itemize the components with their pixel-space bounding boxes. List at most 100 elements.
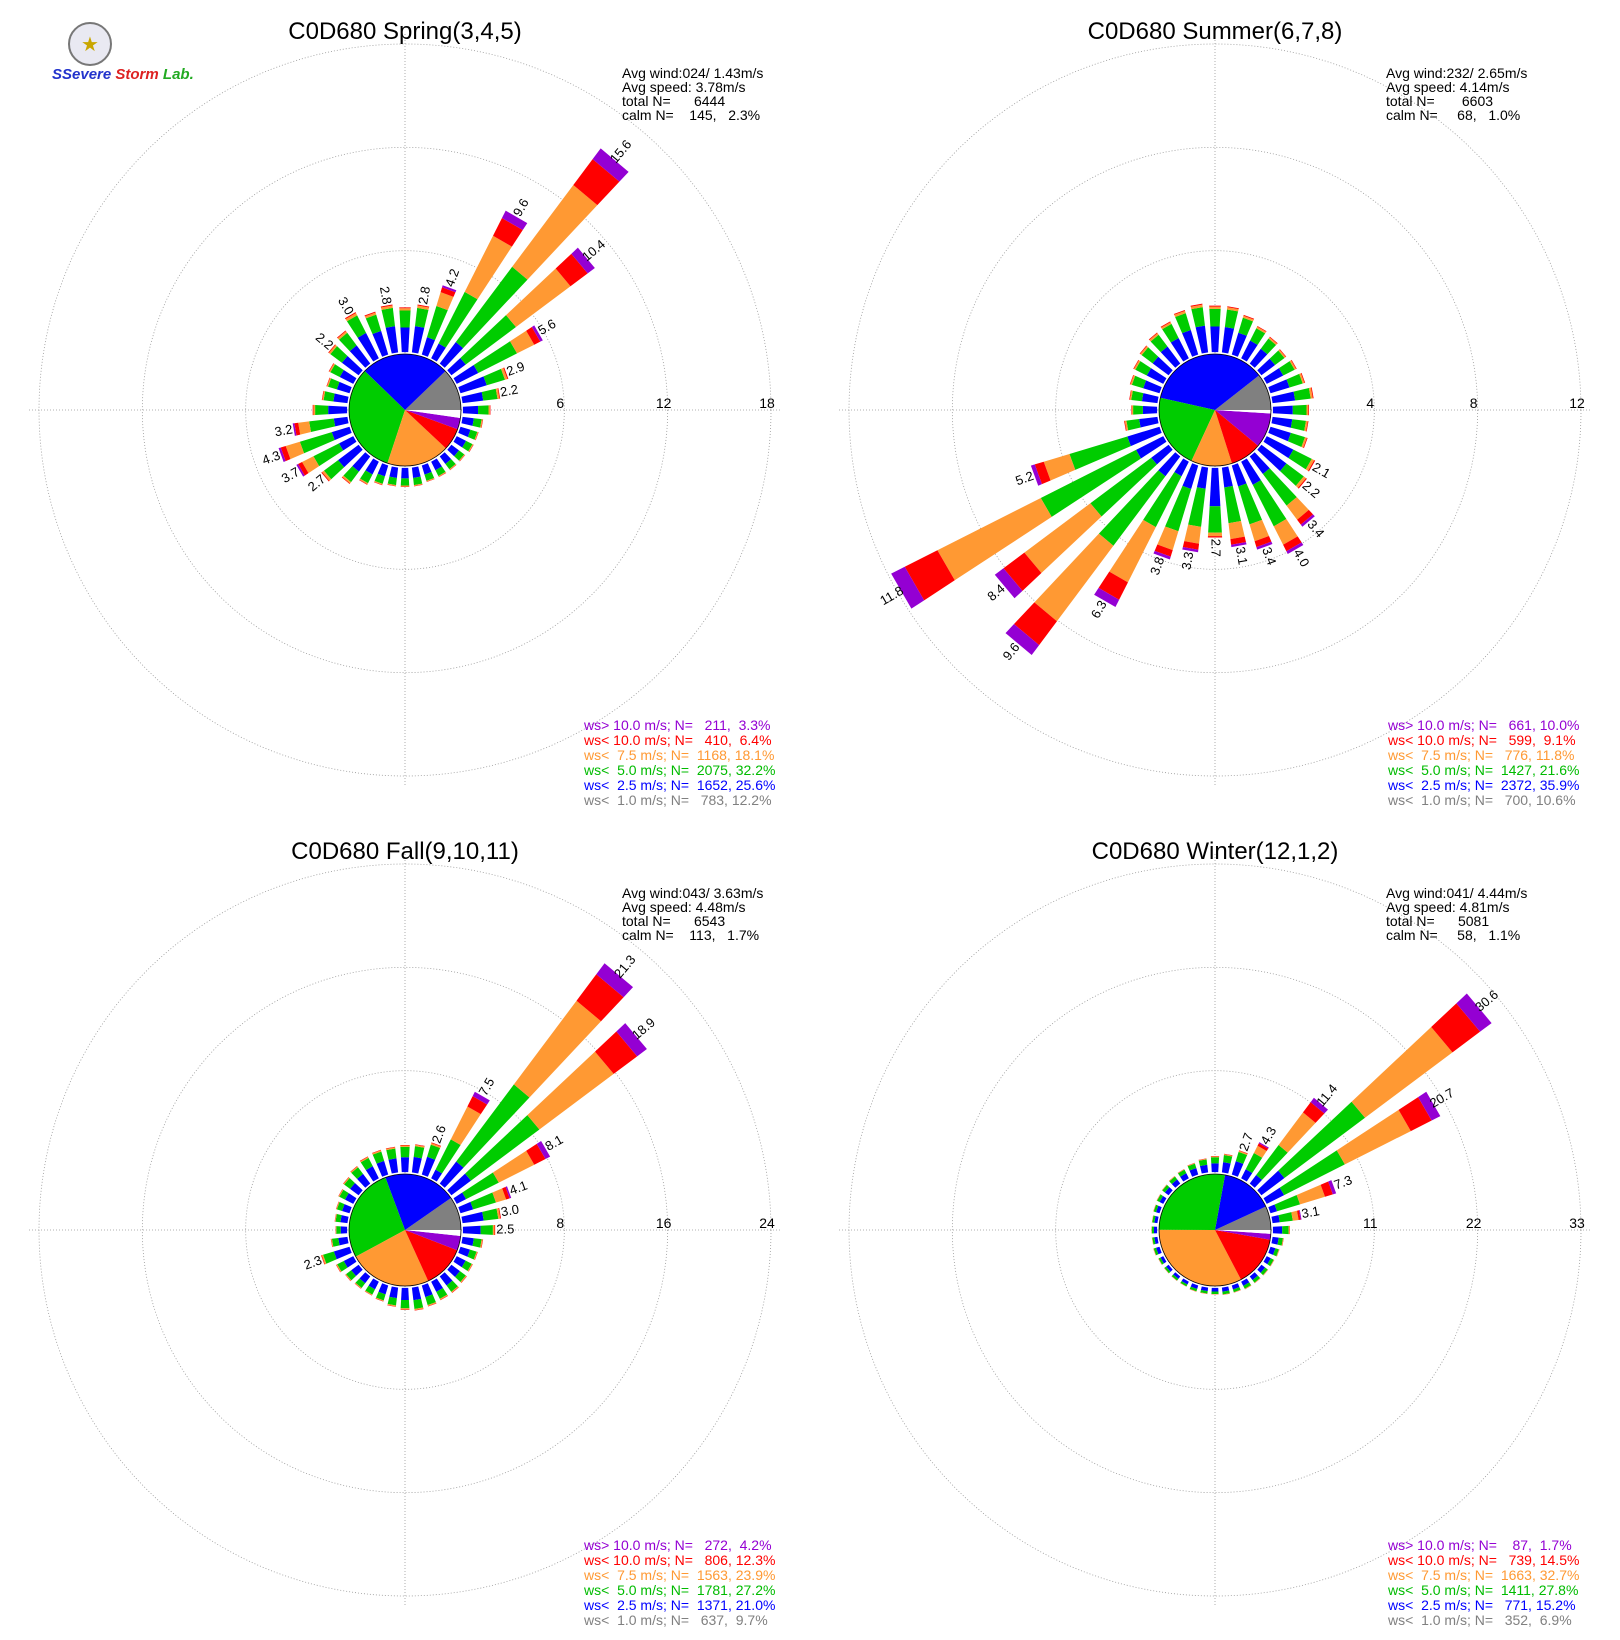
spoke-segment (387, 1304, 396, 1307)
spoke-segment (1241, 458, 1261, 485)
windrose-plot: 4 8 122.12.23.44.03.43.12.73.33.86.39.68.4… (839, 34, 1591, 786)
spoke-segment (1398, 1097, 1432, 1132)
spoke-segment (1226, 307, 1239, 312)
grid-ring (951, 146, 1479, 674)
spoke-segment (474, 431, 479, 441)
spoke-segment (1188, 487, 1206, 527)
spoke-segment (472, 1238, 482, 1248)
spoke-segment (1200, 1289, 1208, 1294)
spoke-segment (1288, 1225, 1290, 1235)
avg-wind: Avg wind:041/ 4.44m/s (1386, 885, 1528, 901)
spoke-segment (1210, 1156, 1220, 1158)
spoke-segment (1198, 1159, 1208, 1166)
spoke-segment (467, 1263, 473, 1272)
spoke-segment (343, 1256, 357, 1268)
stats-box: Avg wind:043/ 3.63m/s Avg speed: 4.48m/s… (622, 886, 763, 942)
spoke-segment (1257, 358, 1276, 376)
spoke-segment (436, 292, 454, 311)
spoke-segment (1151, 1215, 1154, 1223)
spoke-segment (436, 1288, 448, 1299)
spoke-segment (298, 421, 311, 435)
spoke-segment (1164, 1268, 1169, 1274)
spoke-segment (1297, 509, 1314, 525)
spoke-segment (1189, 1168, 1199, 1177)
spoke-segment (1199, 1164, 1209, 1174)
spoke-segment (1040, 449, 1141, 517)
spoke-segment (326, 377, 332, 387)
spoke-segment (461, 391, 484, 404)
spoke-segment (1273, 519, 1298, 545)
chart-title: C0D680 Summer(6,7,8) (1087, 18, 1343, 45)
spoke-segment (1231, 1161, 1244, 1177)
pie-outline (348, 1173, 462, 1287)
spoke-segment (1291, 1210, 1299, 1221)
spoke-segment (1034, 533, 1114, 622)
spoke-segment (431, 343, 446, 362)
chart-title: C0D680 Winter(12,1,2) (1091, 838, 1339, 865)
spoke-segment (1299, 373, 1305, 384)
spoke-segment (1189, 1288, 1197, 1292)
pie-slice (1215, 375, 1271, 410)
spoke-segment (1276, 1249, 1280, 1257)
spoke-segment (1249, 348, 1268, 368)
spoke-segment (1207, 536, 1223, 538)
spoke-segment (1139, 416, 1159, 428)
spoke-segment (1180, 1281, 1188, 1287)
spoke-segment (338, 1189, 344, 1197)
ring-label: 22 (1466, 1215, 1482, 1231)
spoke-segment (375, 1298, 384, 1302)
spoke-segment (1133, 405, 1143, 415)
spoke-segment (1279, 349, 1287, 358)
spoke-segment (338, 332, 357, 352)
legend-entry-lt7_5: ws< 7.5 m/s; N= 1663, 32.7% (1388, 1567, 1580, 1583)
spoke-segment (1165, 485, 1192, 532)
windrose-plot: 6 12 182.84.29.615.610.45.62.92.22.73.74.3… (29, 34, 781, 786)
spoke-segment (1090, 457, 1157, 517)
spoke-segment (329, 363, 336, 373)
spoke-segment (427, 1303, 437, 1307)
spoke-segment (345, 313, 358, 322)
spoke-segment (360, 1156, 369, 1163)
spoke-segment (1310, 1097, 1329, 1114)
spoke-segment (1153, 1248, 1157, 1256)
spoke-segment (467, 1096, 488, 1115)
spoke-segment (462, 1172, 499, 1200)
spoke-segment (571, 247, 595, 274)
spoke-segment (1254, 535, 1272, 548)
spoke-segment (937, 498, 1052, 581)
spoke-segment (469, 444, 474, 453)
spoke-segment (1152, 356, 1173, 376)
spoke-segment (458, 376, 487, 394)
spoke-segment (462, 405, 479, 415)
spoke-segment (411, 466, 421, 478)
spoke-segment (399, 308, 411, 311)
spoke-segment (414, 1308, 424, 1311)
spoke-segment (481, 1239, 484, 1248)
stats-box: Avg wind:024/ 1.43m/s Avg speed: 3.78m/s… (622, 66, 763, 122)
spoke-segment (1268, 1246, 1276, 1255)
spoke-segment (1256, 1144, 1288, 1180)
spoke-segment (1301, 437, 1307, 448)
spoke-segment (387, 484, 396, 487)
spoke-segment (339, 369, 357, 384)
spoke-segment (312, 404, 314, 416)
spoke-segment (387, 1296, 397, 1306)
spoke-segment (1198, 1158, 1207, 1161)
spoke-segment (1263, 1187, 1285, 1204)
spoke-segment (328, 344, 336, 354)
spoke-segment (374, 480, 383, 485)
spoke-segment (1173, 1272, 1181, 1279)
spoke-segment (389, 1286, 399, 1299)
spoke-segment (414, 1144, 425, 1148)
legend-entry-gt10: ws> 10.0 m/s; N= 211, 3.3% (584, 717, 771, 733)
spoke-segment (1298, 1210, 1302, 1220)
total-n: total N= 5081 (1386, 913, 1490, 929)
spoke-segment (1127, 426, 1162, 447)
spoke-segment (1151, 1237, 1154, 1245)
spoke-segment (299, 432, 335, 454)
spoke-label: 2.6 (429, 1123, 449, 1145)
pie-slice (385, 1174, 451, 1230)
spoke-segment (1231, 463, 1247, 487)
spoke-segment (439, 1294, 448, 1300)
spoke-segment (343, 1177, 350, 1185)
